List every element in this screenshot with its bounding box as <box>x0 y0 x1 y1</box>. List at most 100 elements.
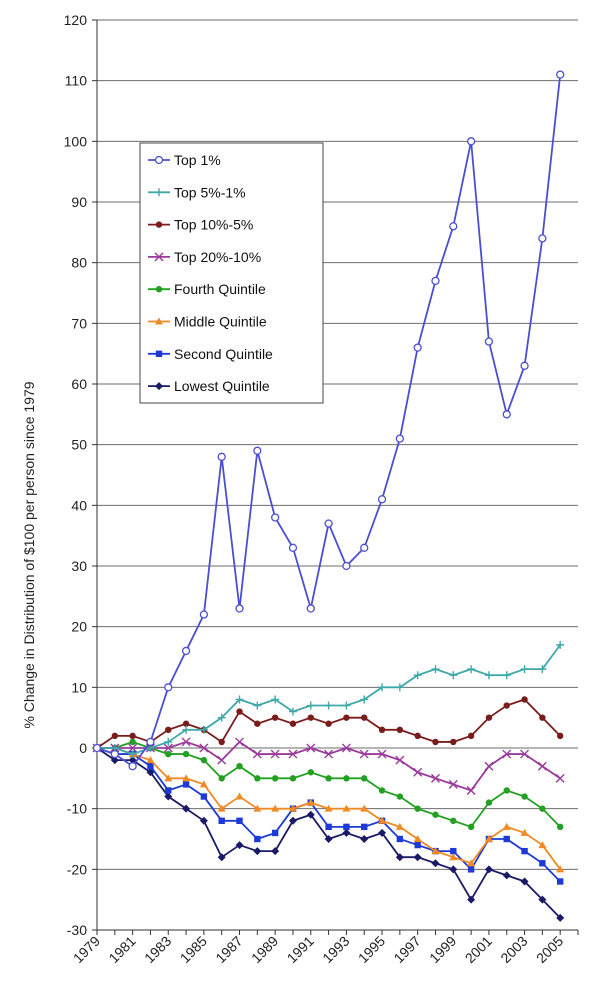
legend-marker <box>155 382 163 391</box>
data-point <box>539 714 546 721</box>
data-point <box>360 543 369 552</box>
legend-marker <box>154 155 164 165</box>
data-point <box>324 749 334 759</box>
y-tick-label: 70 <box>71 315 87 331</box>
data-point <box>502 822 511 830</box>
data-point <box>520 828 529 836</box>
data-point <box>325 775 332 782</box>
data-point <box>325 720 332 727</box>
x-tick-label: 1999 <box>426 933 459 966</box>
data-point <box>288 804 297 812</box>
data-point <box>128 762 137 771</box>
series-0 <box>92 70 565 771</box>
data-point <box>181 737 191 747</box>
data-point <box>538 665 547 674</box>
data-point <box>432 811 439 818</box>
data-point <box>521 793 528 800</box>
data-point <box>502 749 512 759</box>
data-point <box>343 775 350 782</box>
data-point <box>413 835 422 842</box>
data-point <box>537 761 547 771</box>
y-tick-label: 30 <box>71 558 87 574</box>
data-point <box>413 767 423 777</box>
y-tick-label: 90 <box>71 194 87 210</box>
y-tick-label: 10 <box>71 679 87 695</box>
data-point <box>360 804 369 812</box>
data-point <box>324 701 333 710</box>
data-point <box>165 750 172 758</box>
data-point <box>360 835 369 843</box>
data-point <box>325 823 332 831</box>
x-tick-label: 1989 <box>248 933 281 966</box>
data-point <box>396 835 404 843</box>
data-point <box>414 805 421 812</box>
data-point <box>235 792 244 800</box>
data-point <box>182 725 191 734</box>
data-point <box>271 847 280 856</box>
data-point <box>92 743 102 753</box>
y-axis-label: % Change in Distribution of $100 per per… <box>21 381 37 728</box>
y-tick-label: -10 <box>67 801 87 817</box>
data-point <box>378 726 386 733</box>
x-tick-label: 1991 <box>284 933 317 966</box>
data-point <box>485 799 493 806</box>
data-point <box>236 763 243 770</box>
data-point <box>484 865 493 874</box>
legend-marker <box>155 221 163 228</box>
data-point <box>182 750 190 758</box>
legend-item: Top 5%-1% <box>148 184 246 200</box>
data-point <box>484 761 494 771</box>
y-tick-label: 120 <box>64 12 88 28</box>
data-point <box>217 804 226 812</box>
series-4 <box>93 738 564 831</box>
data-point <box>360 695 369 704</box>
data-point <box>199 780 208 788</box>
legend-label: Lowest Quintile <box>174 378 270 394</box>
data-point <box>217 452 226 461</box>
data-point <box>217 713 226 722</box>
data-point <box>431 276 440 286</box>
data-point <box>306 743 316 753</box>
legend-item: Second Quintile <box>148 346 273 362</box>
data-point <box>164 774 173 782</box>
data-point <box>343 823 350 831</box>
data-point <box>253 804 262 812</box>
data-point <box>395 755 405 765</box>
data-point <box>271 775 279 782</box>
data-point <box>502 671 511 680</box>
data-point <box>413 671 422 680</box>
data-point <box>502 871 511 880</box>
data-point <box>252 749 262 759</box>
y-tick-labels: -30 -20 -10 0 10 20 30 40 50 60 70 80 90 100 110 120 <box>64 12 88 938</box>
y-tick-label: 100 <box>64 133 88 149</box>
data-point <box>520 877 529 886</box>
data-point <box>361 823 368 831</box>
data-point <box>306 701 315 710</box>
data-point <box>200 793 208 800</box>
data-point <box>254 775 261 782</box>
y-tick-label: 0 <box>79 740 87 756</box>
y-tick-label: 20 <box>71 619 87 635</box>
data-point <box>449 865 458 874</box>
series-line <box>96 747 561 919</box>
data-point <box>147 763 154 770</box>
data-point <box>503 835 510 843</box>
data-point <box>395 853 404 862</box>
data-point <box>503 787 510 794</box>
data-point <box>521 847 528 855</box>
data-point <box>146 737 155 747</box>
data-point <box>484 671 493 680</box>
data-point <box>484 337 494 346</box>
data-point <box>556 878 564 885</box>
data-point <box>182 774 191 782</box>
data-point <box>538 234 547 243</box>
x-tick-label: 1987 <box>212 933 245 966</box>
data-point <box>182 720 190 727</box>
y-tick-label: -30 <box>67 922 87 938</box>
legend-label: Second Quintile <box>174 346 273 362</box>
data-point <box>556 70 565 79</box>
data-point <box>341 743 351 753</box>
data-point <box>271 804 280 812</box>
data-point <box>359 749 369 759</box>
